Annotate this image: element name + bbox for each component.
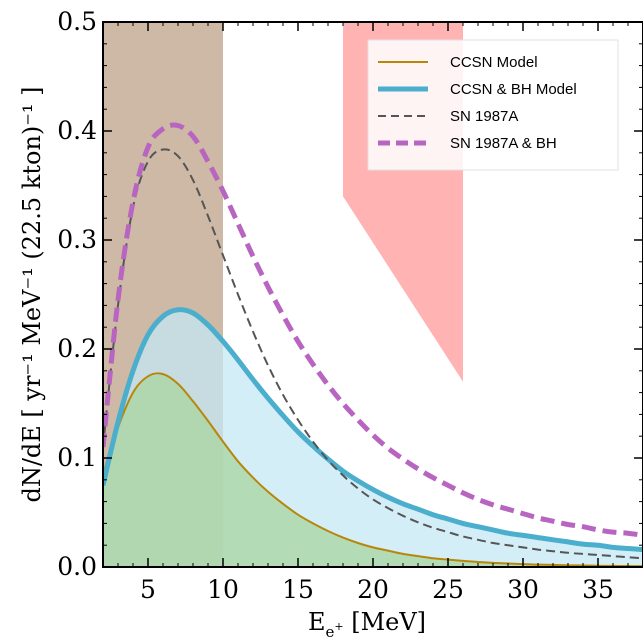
axes: 5 10 15 20 25 30 35 0.0 0.1 0.2 0.3 0.4 0.5 (57, 7, 643, 604)
series-line-3 (103, 122, 643, 538)
x-axis-title: Ee+ [MeV] (308, 608, 426, 637)
x-tick-label: 5 (140, 575, 156, 604)
series-line-1 (103, 307, 643, 553)
legend-label-0: CCSN Model (450, 54, 538, 71)
y-tick-label: 0.0 (57, 552, 97, 581)
x-tick-label: 15 (282, 575, 314, 604)
y-tick-label: 0.1 (57, 443, 97, 472)
y-tick-label: 0.2 (57, 334, 97, 363)
x-tick-label: 35 (582, 575, 614, 604)
x-tick-label: 30 (507, 575, 539, 604)
legend-label-2: SN 1987A (450, 108, 518, 125)
legend-label-3: SN 1987A & BH (450, 135, 557, 152)
fill-layer (103, 309, 643, 567)
x-tick-label: 10 (207, 575, 239, 604)
x-tick-label: 25 (432, 575, 464, 604)
y-tick-label: 0.5 (57, 7, 97, 36)
legend-label-1: CCSN & BH Model (450, 81, 577, 98)
y-tick-label: 0.4 (57, 116, 97, 145)
axis-labels: Ee+ [MeV] dN/dE [ yr⁻¹ MeV⁻¹ (22.5 kton)⁻… (18, 86, 426, 637)
y-tick-label: 0.3 (57, 225, 97, 254)
y-axis-title: dN/dE [ yr⁻¹ MeV⁻¹ (22.5 kton)⁻¹ ] (18, 86, 46, 502)
series-line-2 (103, 148, 643, 560)
series-fill-0 (103, 374, 643, 567)
legend: CCSN Model CCSN & BH Model SN 1987A SN 1987… (367, 39, 619, 171)
x-tick-label: 20 (357, 575, 389, 604)
